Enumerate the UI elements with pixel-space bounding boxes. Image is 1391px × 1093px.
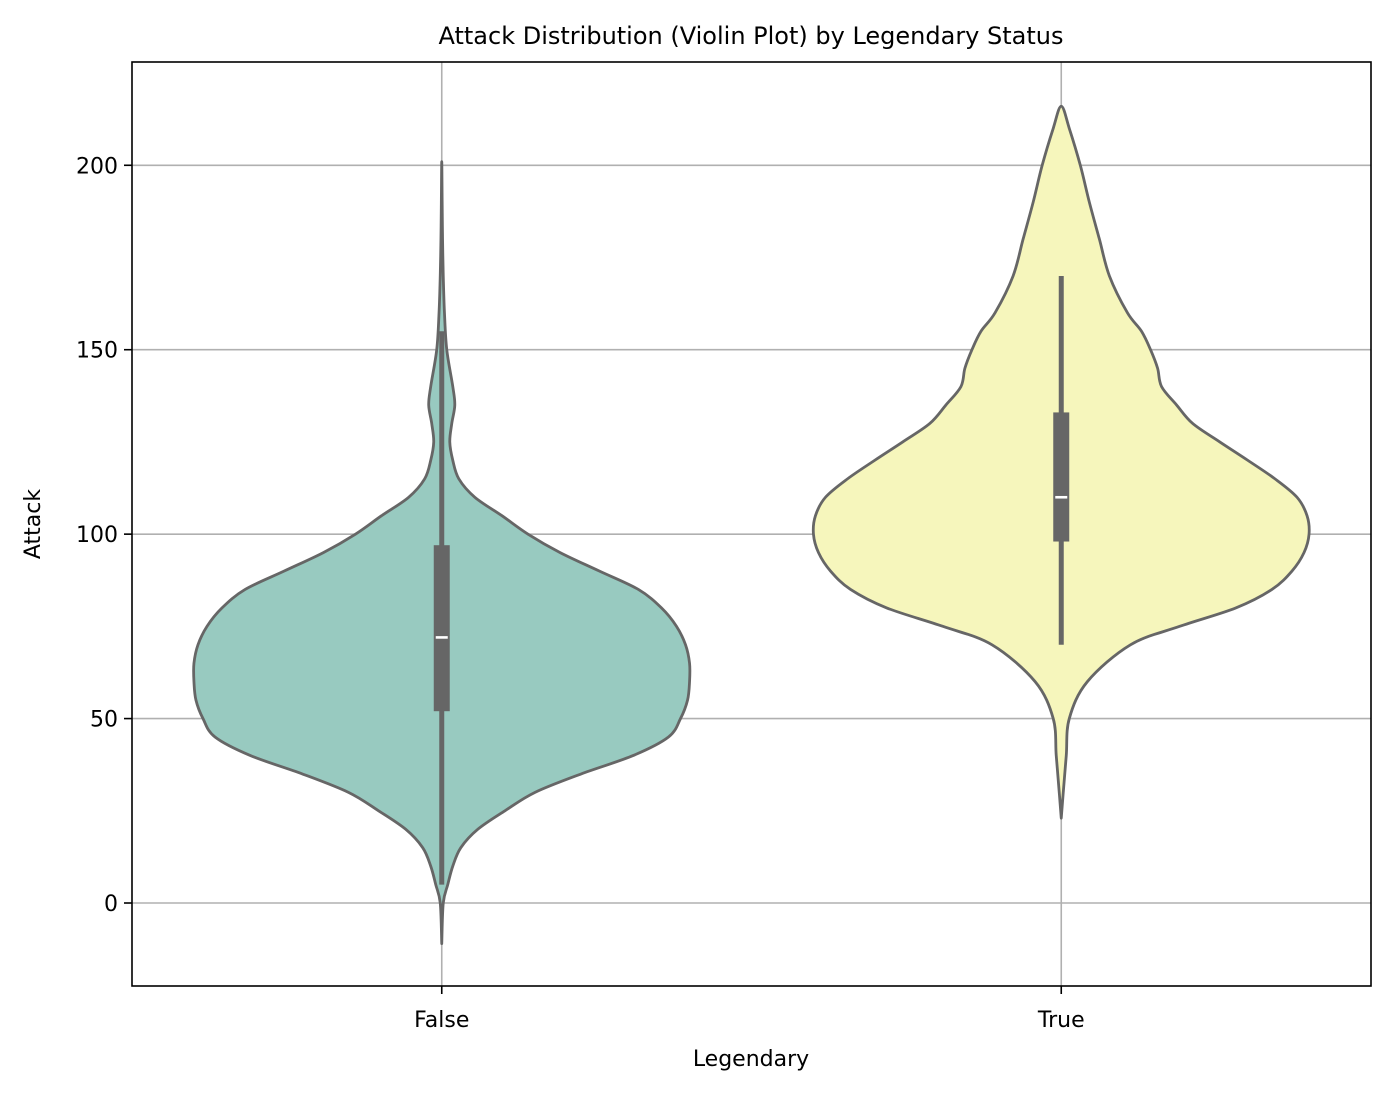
x-tick-label-true: True xyxy=(1037,1008,1085,1033)
plot-frame xyxy=(131,61,1372,987)
y-tick-label: 200 xyxy=(76,154,118,179)
y-tick-label: 100 xyxy=(76,523,118,548)
x-tick-label-false: False xyxy=(414,1008,469,1033)
x-axis-label: Legendary xyxy=(693,1047,809,1072)
y-ticks: 0 50 100 150 200 xyxy=(76,154,132,917)
violins xyxy=(192,104,1311,945)
x-ticks: False True xyxy=(414,986,1085,1033)
y-tick-label: 0 xyxy=(104,892,118,917)
iqr-box-true xyxy=(1053,412,1070,542)
iqr-box-false xyxy=(433,545,450,712)
chart-title: Attack Distribution (Violin Plot) by Leg… xyxy=(438,22,1063,50)
y-tick-label: 150 xyxy=(76,339,118,364)
y-tick-label: 50 xyxy=(90,708,118,733)
y-axis-label: Attack xyxy=(21,489,46,559)
box-plots xyxy=(433,275,1070,885)
